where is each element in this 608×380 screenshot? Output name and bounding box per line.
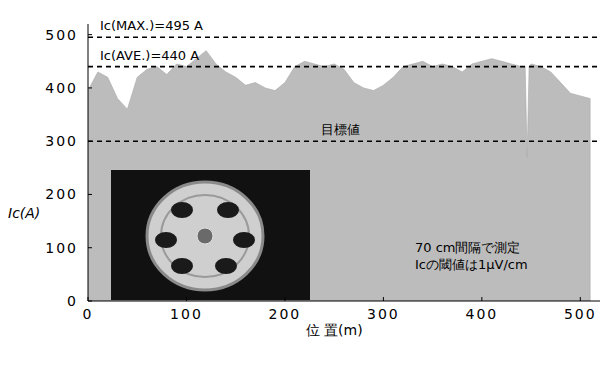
note: Icの閾値は1μV/cm: [415, 257, 528, 272]
x-tick: [383, 297, 384, 301]
y-tick-label: 0: [67, 293, 78, 309]
reel-hole: [171, 258, 193, 274]
reference-line: [88, 37, 600, 39]
reel-hole: [215, 258, 237, 274]
reference-line: [88, 140, 600, 142]
x-tick-label: 500: [564, 306, 597, 322]
chart: Ic(MAX.)=495 A Ic(AVE.)=440 A 目標値 0 100 200 30…: [0, 0, 608, 380]
reel-hole: [171, 202, 193, 218]
x-tick: [88, 297, 89, 301]
y-tick: [88, 301, 92, 302]
x-tick: [580, 297, 581, 301]
y-tick: [88, 194, 92, 195]
reference-label: Ic(AVE.)=440 A: [100, 48, 199, 63]
photo: [111, 170, 310, 300]
page: {"chart_data": { "type": "area", "xlabel…: [0, 0, 608, 380]
x-axis-label: 位 置(m): [306, 322, 363, 338]
plot-area: [88, 51, 590, 301]
reel-hole: [233, 232, 255, 248]
reference-label: Ic(MAX.)=495 A: [100, 18, 203, 33]
y-tick-label: 100: [45, 240, 78, 256]
photo-background: [111, 170, 310, 300]
x-tick-label: 300: [367, 306, 400, 322]
x-tick: [186, 297, 187, 301]
y-tick-label: 300: [45, 133, 78, 149]
reel-hub: [197, 228, 213, 244]
reel-flange: [147, 182, 263, 290]
x-tick-label: 400: [465, 306, 498, 322]
reference-line: [88, 66, 600, 68]
y-tick-label: 200: [45, 186, 78, 202]
x-tick-label: 0: [83, 306, 94, 322]
ic-area: [88, 51, 590, 301]
x-tick-label: 200: [269, 306, 302, 322]
y-axis-line: [88, 24, 89, 301]
reel-hole: [217, 202, 239, 218]
reel-hole: [155, 232, 177, 248]
x-axis-line: [88, 301, 600, 302]
y-tick: [88, 34, 92, 35]
note: 70 cm間隔で測定: [415, 240, 521, 255]
x-tick-label: 100: [170, 306, 203, 322]
y-tick: [88, 247, 92, 248]
y-tick: [88, 141, 92, 142]
y-tick: [88, 87, 92, 88]
x-tick: [284, 297, 285, 301]
y-tick-label: 500: [45, 27, 78, 43]
y-axis-label: Ic(A): [8, 205, 40, 221]
x-tick: [481, 297, 482, 301]
reference-label: 目標値: [321, 122, 360, 137]
y-tick-label: 400: [45, 80, 78, 96]
